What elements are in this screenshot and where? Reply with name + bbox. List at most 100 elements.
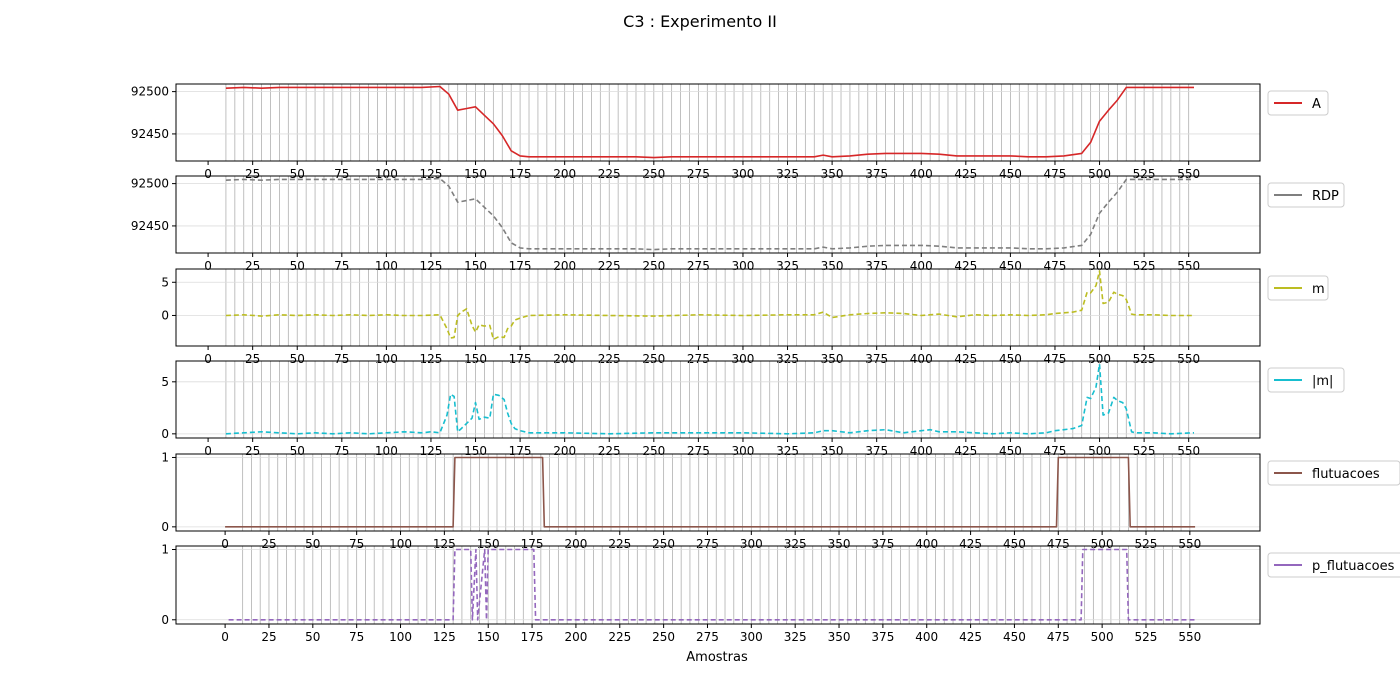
series-line-p_flutuacoes xyxy=(228,548,1196,621)
series-line-RDP xyxy=(225,177,1194,251)
x-tick-label: 525 xyxy=(1133,352,1156,366)
x-tick-label: 275 xyxy=(687,167,710,181)
y-tick-label: 0 xyxy=(161,520,169,534)
x-tick-label: 100 xyxy=(375,167,398,181)
y-tick-label: 0 xyxy=(161,427,169,441)
x-tick-label: 425 xyxy=(954,444,977,458)
sample-gridlines xyxy=(225,361,1190,438)
x-tick-label: 425 xyxy=(954,167,977,181)
y-tick-label: 92450 xyxy=(131,219,169,233)
x-tick-label: 25 xyxy=(245,444,260,458)
x-tick-label: 375 xyxy=(871,537,894,551)
legend-label: p_flutuacoes xyxy=(1312,559,1395,574)
x-tick-label: 25 xyxy=(245,167,260,181)
x-tick-label: 225 xyxy=(608,537,631,551)
x-tick-label: 100 xyxy=(389,630,412,644)
x-tick-label: 50 xyxy=(290,444,305,458)
x-tick-label: 0 xyxy=(221,537,229,551)
x-tick-label: 75 xyxy=(334,167,349,181)
series-line-flutuacoes xyxy=(225,456,1196,528)
legend-label: A xyxy=(1312,97,1321,112)
subplot-6: 0 1 0 25 50 75 100 125 150 175 200 225 250 275 300 325 3… xyxy=(161,543,1400,644)
x-tick-label: 550 xyxy=(1177,352,1200,366)
x-tick-label: 475 xyxy=(1047,537,1070,551)
x-tick-label: 200 xyxy=(553,167,576,181)
axes-frame xyxy=(175,268,1261,347)
x-tick-label: 50 xyxy=(305,630,320,644)
axes-frame xyxy=(175,175,1261,254)
axes-frame xyxy=(175,545,1261,625)
x-tick-label: 475 xyxy=(1044,167,1067,181)
x-tick-label: 450 xyxy=(1003,630,1026,644)
y-tick-label: 5 xyxy=(161,375,169,389)
x-tick-label: 475 xyxy=(1044,352,1067,366)
x-tick-label: 350 xyxy=(828,630,851,644)
series-line-m xyxy=(225,270,1194,341)
x-tick-label: 375 xyxy=(865,444,888,458)
subplot-5: 0 1 0 25 50 75 100 125 150 175 200 225 250 275 300 325 3… xyxy=(161,450,1400,551)
subplot-1: 92450 92500 0 25 50 75 100 125 150 175 200 225 250 27… xyxy=(131,83,1329,181)
x-tick-label: 0 xyxy=(204,352,212,366)
x-tick-label: 250 xyxy=(652,630,675,644)
legend-box xyxy=(1267,460,1400,486)
x-tick-label: 100 xyxy=(389,537,412,551)
x-tick-label: 25 xyxy=(261,630,276,644)
x-tick-label: 325 xyxy=(784,537,807,551)
x-tick-label: 500 xyxy=(1091,630,1114,644)
x-tick-label: 225 xyxy=(598,167,621,181)
x-tick-label: 400 xyxy=(910,444,933,458)
axes-frame xyxy=(175,453,1261,532)
x-tick-label: 525 xyxy=(1135,537,1158,551)
x-tick-label: 100 xyxy=(375,352,398,366)
x-tick-label: 375 xyxy=(865,167,888,181)
legend: m xyxy=(1267,275,1329,301)
x-tick-label: 350 xyxy=(828,537,851,551)
x-tick-label: 0 xyxy=(204,444,212,458)
x-tick-label: 200 xyxy=(553,444,576,458)
x-tick-label: 150 xyxy=(464,444,487,458)
y-tick-label: 92450 xyxy=(131,127,169,141)
x-tick-label: 25 xyxy=(245,352,260,366)
axes-frame xyxy=(175,360,1261,439)
x-tick-label: 325 xyxy=(784,630,807,644)
x-tick-label: 275 xyxy=(696,630,719,644)
x-tick-label: 275 xyxy=(696,537,719,551)
x-tick-label: 400 xyxy=(910,352,933,366)
x-tick-label: 350 xyxy=(821,352,844,366)
x-tick-label: 550 xyxy=(1177,444,1200,458)
x-tick-label: 0 xyxy=(204,167,212,181)
legend: p_flutuacoes xyxy=(1267,552,1400,578)
x-tick-label: 300 xyxy=(732,352,755,366)
legend-label: |m| xyxy=(1312,374,1333,389)
x-tick-label: 150 xyxy=(464,167,487,181)
x-tick-label: 550 xyxy=(1177,167,1200,181)
figure-title: C3 : Experimento II xyxy=(623,12,777,31)
x-tick-label: 475 xyxy=(1044,444,1067,458)
x-tick-label: 350 xyxy=(821,444,844,458)
x-tick-label: 150 xyxy=(477,630,500,644)
x-axis-label: Amostras xyxy=(686,650,748,665)
x-tick-label: 325 xyxy=(776,167,799,181)
legend: |m| xyxy=(1267,367,1345,393)
y-tick-label: 92500 xyxy=(131,177,169,191)
x-tick-label: 250 xyxy=(652,537,675,551)
x-tick-label: 225 xyxy=(598,352,621,366)
x-tick-label: 375 xyxy=(871,630,894,644)
x-tick-label: 450 xyxy=(999,444,1022,458)
legend-box xyxy=(1267,367,1345,393)
x-tick-label: 500 xyxy=(1088,444,1111,458)
legend-label: flutuacoes xyxy=(1312,467,1380,482)
x-tick-label: 175 xyxy=(521,630,544,644)
x-tick-label: 200 xyxy=(564,537,587,551)
x-tick-label: 450 xyxy=(999,167,1022,181)
x-tick-label: 350 xyxy=(821,167,844,181)
x-tick-label: 125 xyxy=(420,444,443,458)
x-tick-label: 425 xyxy=(954,352,977,366)
x-tick-label: 250 xyxy=(642,167,665,181)
legend-box xyxy=(1267,182,1345,208)
x-tick-label: 300 xyxy=(740,537,763,551)
x-tick-label: 50 xyxy=(305,537,320,551)
x-tick-label: 500 xyxy=(1088,167,1111,181)
